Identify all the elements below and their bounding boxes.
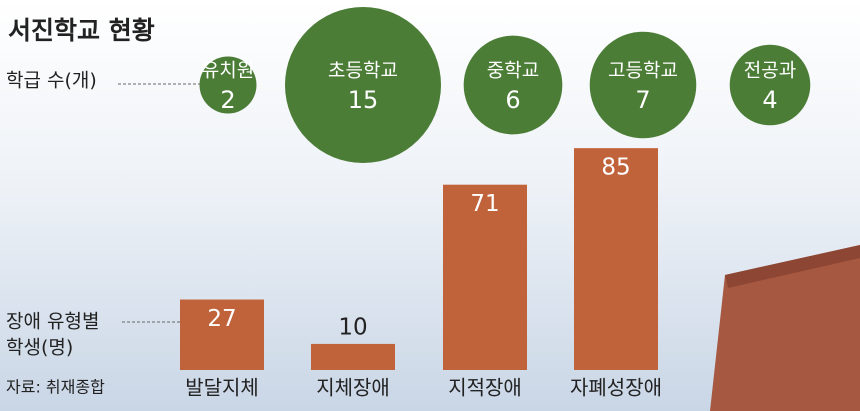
- bar-value: 10: [338, 314, 367, 340]
- bubble-value: 6: [505, 86, 520, 114]
- bar-value: 27: [207, 306, 236, 332]
- bubble: [285, 7, 441, 163]
- building: [710, 245, 860, 411]
- bubble-category: 유치원: [202, 60, 254, 82]
- bubble-category: 중학교: [487, 60, 539, 82]
- bubble: [463, 35, 563, 135]
- bar: [311, 343, 395, 370]
- bubble-category: 전공과: [744, 60, 796, 82]
- bubble-value: 7: [635, 86, 650, 114]
- bar: [180, 299, 264, 370]
- bubble-value: 4: [762, 86, 777, 114]
- bar-value: 71: [470, 191, 499, 217]
- bar-category: 자폐성장애: [570, 376, 662, 400]
- bar-label: 학생(명): [6, 337, 73, 359]
- title: 서진학교 현황: [8, 16, 155, 45]
- source: 자료: 취재종합: [6, 378, 105, 397]
- bar-category: 발달지체: [185, 376, 259, 400]
- bubble: [199, 56, 257, 114]
- bar-label: 장애 유형별: [6, 311, 99, 333]
- bubble: [729, 44, 811, 126]
- bubble-category: 고등학교: [608, 60, 678, 82]
- bubble-value: 15: [348, 86, 379, 114]
- bubble: [589, 31, 697, 139]
- bar-category: 지체장애: [316, 376, 390, 400]
- building-roof: [725, 245, 860, 288]
- bar: [443, 184, 527, 370]
- bubble-label: 학급 수(개): [6, 70, 97, 92]
- bubble-category: 초등학교: [328, 60, 398, 82]
- bubble-value: 2: [220, 86, 235, 114]
- bar-category: 지적장애: [448, 376, 522, 400]
- bar-value: 85: [601, 155, 630, 181]
- bar: [574, 148, 658, 370]
